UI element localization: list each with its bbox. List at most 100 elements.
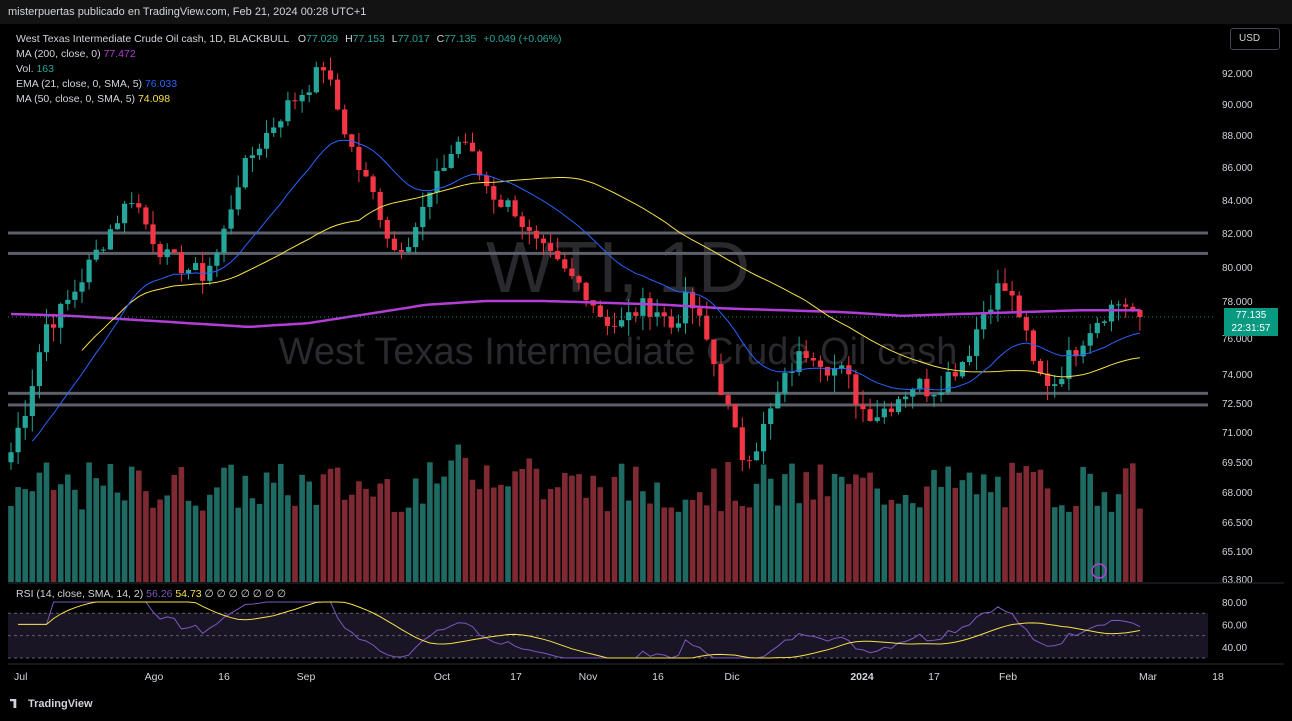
rsi-tick-label: 40.00 — [1222, 643, 1247, 654]
volume-bar — [178, 466, 185, 582]
volume-bar — [214, 487, 220, 582]
candle-body — [171, 249, 177, 253]
volume-bar — [718, 511, 724, 582]
price-tick-label: 63.800 — [1222, 575, 1253, 586]
candle-body — [150, 224, 156, 245]
candle-body — [100, 249, 106, 251]
candle-body — [718, 364, 724, 396]
volume-bar — [398, 511, 405, 582]
candle-body — [384, 219, 390, 239]
volume-bar — [782, 474, 788, 582]
volume-bar — [356, 481, 362, 582]
chart-panel[interactable]: WTI, 1D West Texas Intermediate Crude Oil… — [8, 24, 1284, 688]
time-tick-label: Sep — [297, 671, 316, 683]
candle-body — [1087, 333, 1093, 346]
candle-body — [1130, 306, 1136, 310]
rsi-legend[interactable]: RSI (14, close, SMA, 14, 2) 56.26 54.73 … — [16, 588, 286, 600]
candle-body — [548, 243, 554, 251]
volume-bar — [505, 486, 511, 582]
candle-body — [725, 395, 731, 405]
legend-high: 77.153 — [352, 33, 385, 45]
volume-bar — [263, 472, 270, 582]
legend-symbol: West Texas Intermediate Crude Oil cash, … — [16, 33, 289, 45]
candle-body — [114, 223, 121, 230]
volume-bar — [554, 487, 561, 582]
price-tick-label: 69.500 — [1222, 458, 1253, 469]
candle-body — [526, 227, 532, 231]
legend-ema21[interactable]: EMA (21, close, 0, SMA, 5) 76.033 — [16, 77, 561, 92]
volume-bar — [675, 511, 682, 582]
time-tick-label: 17 — [928, 671, 940, 683]
candle-body — [8, 452, 14, 463]
candle-body — [242, 157, 248, 188]
volume-bar — [299, 474, 305, 582]
candle-body — [633, 312, 639, 316]
ema21-value: 76.033 — [144, 78, 178, 90]
volume-bar — [995, 476, 1001, 582]
legend-ma200[interactable]: MA (200, close, 0) 77.472 — [16, 47, 561, 62]
candle-body — [1037, 360, 1044, 374]
volume-bar — [278, 463, 284, 582]
alert-icon[interactable] — [1091, 563, 1107, 579]
candle-body — [768, 408, 774, 424]
watermark-subtitle: West Texas Intermediate Crude Oil cash — [279, 331, 958, 373]
price-tick-label: 74.000 — [1222, 370, 1253, 381]
volume-bar — [121, 500, 128, 582]
candle-body — [562, 259, 568, 269]
ma200-value: 77.472 — [103, 48, 136, 60]
candle-body — [533, 230, 539, 239]
ma50-line — [81, 177, 1140, 378]
time-tick-label: 2024 — [850, 671, 874, 683]
candle-body — [789, 371, 795, 373]
price-tick-label: 78.000 — [1222, 297, 1253, 308]
candle-body — [604, 316, 610, 326]
volume-bar — [377, 483, 383, 582]
candle-body — [888, 408, 894, 413]
candle-body — [420, 206, 426, 228]
volume-bar — [476, 489, 483, 582]
volume-bar — [725, 462, 731, 582]
volume-bar — [831, 473, 838, 582]
candle-body — [1123, 304, 1129, 307]
volume-bar — [57, 484, 64, 582]
candle-body — [391, 238, 397, 250]
candle-body — [235, 187, 241, 210]
candle-body — [363, 169, 369, 177]
candle-body — [193, 263, 199, 271]
legend-ma50[interactable]: MA (50, close, 0, SMA, 5) 74.098 — [16, 92, 561, 107]
price-tick-label: 92.000 — [1222, 69, 1253, 80]
candle-body — [995, 283, 1001, 310]
volume-bar — [838, 476, 845, 582]
candle-body — [448, 153, 454, 168]
volume-bar — [1030, 472, 1037, 582]
candle-body — [1080, 345, 1086, 357]
volume-bar — [519, 468, 525, 582]
volume-bar — [618, 463, 625, 582]
candle-body — [945, 371, 951, 393]
volume-bar — [50, 489, 57, 582]
currency-button[interactable]: USD — [1230, 28, 1280, 50]
volume-bar — [1130, 463, 1136, 582]
candle-body — [356, 146, 362, 170]
time-tick-label: 18 — [1212, 671, 1224, 683]
legend-volume[interactable]: Vol. 163 — [16, 62, 561, 77]
tradingview-logo[interactable]: TradingView — [10, 698, 93, 710]
volume-bar — [902, 495, 909, 582]
candle-body — [491, 186, 497, 200]
candle-body — [895, 399, 902, 413]
candlestick-chart[interactable]: WTI, 1D West Texas Intermediate Crude Oil… — [8, 24, 1284, 688]
candle-body — [320, 67, 326, 71]
volume-bar — [1002, 507, 1008, 582]
legend-close: 77.135 — [444, 33, 477, 45]
candle-body — [1052, 384, 1058, 387]
candle-body — [1030, 330, 1036, 361]
ma50-label: MA (50, close, 0, SMA, 5) — [16, 93, 136, 105]
volume-bar — [1087, 473, 1093, 582]
candle-body — [15, 427, 21, 453]
volume-bar — [739, 506, 746, 582]
volume-bar — [228, 464, 234, 582]
candle-body — [619, 320, 625, 327]
candle-body — [952, 371, 958, 377]
volume-bar — [895, 503, 902, 582]
legend-symbol-row: West Texas Intermediate Crude Oil cash, … — [16, 32, 561, 47]
